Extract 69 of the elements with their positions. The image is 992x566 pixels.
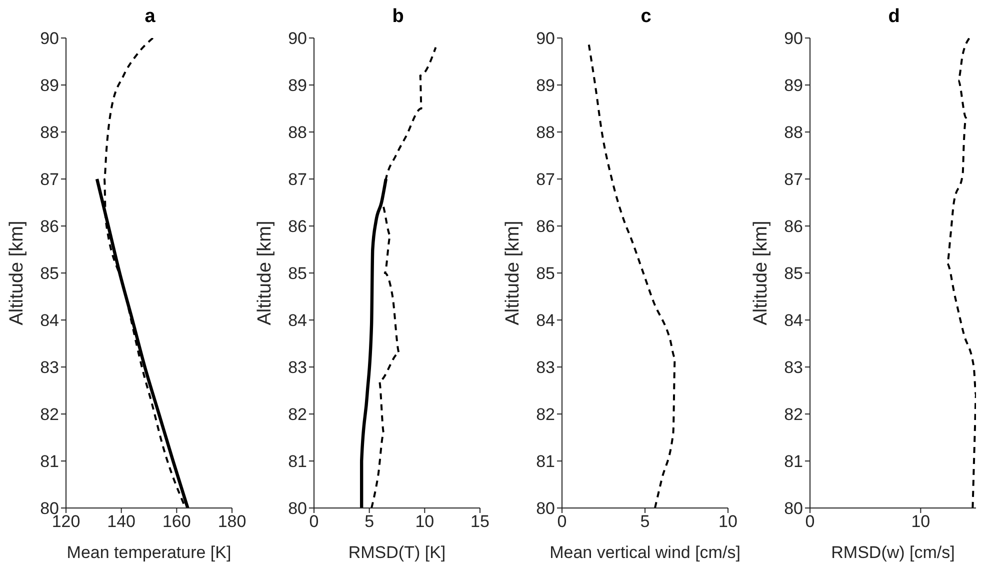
y-tick-label: 80	[288, 499, 307, 518]
chart-title: b	[392, 6, 404, 27]
y-tick-label: 80	[536, 499, 555, 518]
y-tick-label: 86	[536, 217, 555, 236]
y-tick-label: 90	[784, 29, 803, 48]
chart-title: d	[888, 6, 900, 27]
y-tick-label: 90	[536, 29, 555, 48]
y-axis-title: Altitude [km]	[502, 220, 524, 326]
y-tick-label: 82	[288, 405, 307, 424]
y-tick-label: 83	[784, 358, 803, 378]
y-tick-label: 81	[784, 452, 803, 472]
y-tick-label: 84	[536, 311, 555, 330]
y-tick-label: 89	[288, 76, 307, 96]
y-tick-label: 82	[536, 405, 555, 424]
y-tick-label: 89	[40, 76, 59, 96]
y-tick-label: 88	[288, 123, 307, 142]
x-tick-label: 10	[415, 512, 434, 532]
x-tick-label: 10	[911, 512, 930, 532]
line-series	[588, 42, 676, 508]
x-axis-title: Mean vertical wind [cm/s]	[550, 543, 740, 562]
y-tick-label: 80	[784, 499, 803, 518]
y-tick-label: 90	[40, 29, 59, 48]
y-tick-label: 84	[288, 311, 307, 330]
x-tick-label: 5	[640, 512, 650, 532]
x-tick-label: 0	[805, 512, 815, 532]
y-tick-label: 89	[536, 76, 555, 96]
y-axis-title: Altitude [km]	[6, 220, 28, 326]
chart-title: c	[640, 6, 652, 27]
y-tick-label: 88	[536, 123, 555, 142]
line-series	[946, 38, 976, 508]
x-tick-label: 0	[557, 512, 567, 532]
y-axis-title: Altitude [km]	[254, 220, 276, 326]
x-tick-label: 5	[364, 512, 374, 532]
y-tick-label: 83	[40, 358, 59, 378]
chart-title: a	[144, 6, 156, 27]
y-tick-label: 81	[536, 452, 555, 472]
y-tick-label: 83	[288, 358, 307, 378]
y-axis-title: Altitude [km]	[750, 220, 772, 326]
x-tick-label: 140	[107, 512, 136, 532]
y-tick-label: 86	[40, 217, 59, 236]
y-tick-label: 84	[40, 311, 59, 330]
y-tick-label: 85	[288, 264, 307, 284]
y-tick-label: 82	[40, 405, 59, 424]
y-tick-label: 86	[288, 217, 307, 236]
y-tick-label: 86	[784, 217, 803, 236]
x-axis-title: RMSD(w) [cm/s]	[831, 543, 955, 562]
y-tick-label: 87	[784, 170, 803, 190]
y-tick-label: 87	[288, 170, 307, 190]
x-tick-label: 10	[718, 512, 738, 532]
y-tick-label: 81	[288, 452, 307, 472]
y-tick-label: 84	[784, 311, 803, 330]
y-tick-label: 82	[784, 405, 803, 424]
y-tick-label: 81	[40, 452, 59, 472]
x-tick-label: 180	[218, 512, 246, 532]
y-tick-label: 85	[536, 264, 555, 284]
y-tick-label: 85	[40, 264, 59, 284]
x-tick-label: 160	[162, 512, 191, 532]
y-tick-label: 87	[40, 170, 59, 190]
y-tick-label: 87	[536, 170, 555, 190]
x-axis-title: RMSD(T) [K]	[348, 543, 446, 562]
y-tick-label: 85	[784, 264, 803, 284]
y-tick-label: 88	[40, 123, 59, 142]
x-tick-label: 15	[470, 512, 490, 532]
y-tick-label: 83	[536, 358, 555, 378]
x-tick-label: 0	[309, 512, 319, 532]
y-tick-label: 89	[784, 76, 803, 96]
x-axis-title: Mean temperature [K]	[66, 543, 232, 562]
y-tick-label: 88	[784, 123, 803, 142]
y-tick-label: 90	[288, 29, 307, 48]
